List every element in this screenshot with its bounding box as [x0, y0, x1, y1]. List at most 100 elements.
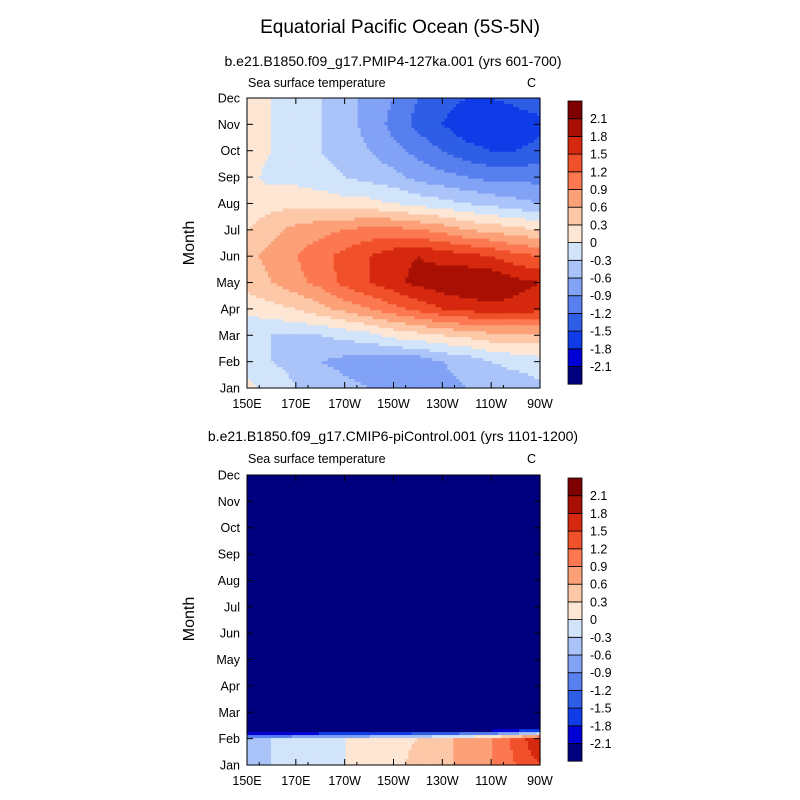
field-cell: [450, 145, 454, 150]
field-cell: [378, 202, 383, 207]
field-cell: [354, 98, 359, 102]
field-cell: [528, 103, 532, 108]
field-cell: [267, 124, 272, 129]
field-cell: [495, 175, 499, 180]
field-cell: [429, 127, 433, 132]
field-cell: [498, 229, 502, 234]
field-cell: [312, 103, 317, 108]
field-cell: [531, 181, 535, 186]
field-cell: [279, 214, 284, 219]
field-cell: [411, 220, 416, 225]
field-cell: [390, 217, 395, 222]
field-cell: [429, 244, 433, 249]
field-cell: [264, 178, 269, 183]
field-cell: [501, 229, 505, 234]
field-cell: [312, 154, 317, 159]
field-cell: [441, 178, 445, 183]
field-cell: [360, 148, 365, 153]
field-cell: [264, 229, 269, 234]
field-cell: [402, 130, 407, 135]
field-cell: [501, 166, 505, 171]
field-cell: [396, 202, 401, 207]
field-cell: [396, 148, 401, 153]
field-cell: [516, 157, 520, 162]
field-cell: [321, 130, 326, 135]
field-cell: [423, 229, 427, 234]
field-cell: [447, 184, 451, 189]
field-cell: [516, 103, 520, 108]
field-cell: [531, 154, 535, 159]
field-cell: [270, 142, 275, 147]
field-cell: [525, 166, 529, 171]
field-cell: [315, 163, 320, 168]
field-cell: [384, 166, 389, 171]
field-cell: [285, 115, 290, 120]
field-cell: [258, 124, 263, 129]
field-cell: [444, 217, 448, 222]
field-cell: [441, 175, 445, 180]
field-cell: [438, 127, 442, 132]
field-cell: [357, 178, 362, 183]
field-cell: [375, 181, 380, 186]
field-cell: [483, 139, 487, 144]
field-cell: [351, 205, 356, 210]
field-cell: [495, 214, 499, 219]
field-cell: [348, 211, 353, 216]
field-cell: [477, 214, 481, 219]
field-cell: [507, 169, 511, 174]
field-cell: [273, 103, 278, 108]
field-cell: [441, 166, 445, 171]
field-cell: [519, 127, 523, 132]
field-cell: [330, 148, 335, 153]
field-cell: [312, 109, 317, 114]
field-cell: [423, 169, 427, 174]
field-cell: [312, 163, 317, 168]
field-cell: [492, 217, 496, 222]
field-cell: [462, 211, 466, 216]
field-cell: [471, 151, 475, 156]
field-cell: [522, 139, 526, 144]
field-cell: [339, 205, 344, 210]
field-cell: [300, 181, 305, 186]
field-cell: [270, 100, 275, 105]
field-cell: [441, 232, 445, 237]
field-cell: [255, 145, 260, 150]
field-cell: [480, 181, 484, 186]
field-cell: [312, 136, 317, 141]
field-cell: [309, 226, 314, 231]
field-cell: [309, 112, 314, 117]
field-cell: [312, 181, 317, 186]
field-cell: [348, 133, 353, 138]
field-cell: [438, 238, 442, 243]
field-cell: [486, 109, 490, 114]
field-cell: [270, 127, 275, 132]
field-cell: [318, 169, 323, 174]
field-cell: [426, 214, 430, 219]
field-cell: [247, 247, 251, 252]
field-cell: [471, 106, 475, 111]
field-cell: [393, 121, 398, 126]
field-cell: [315, 235, 320, 240]
field-cell: [534, 98, 538, 102]
field-cell: [519, 214, 523, 219]
field-cell: [330, 196, 335, 201]
field-cell: [375, 112, 380, 117]
field-cell: [498, 238, 502, 243]
field-cell: [372, 100, 377, 105]
field-cell: [414, 154, 419, 159]
field-cell: [450, 241, 454, 246]
field-cell: [369, 199, 374, 204]
field-cell: [366, 172, 371, 177]
field-cell: [381, 178, 386, 183]
field-cell: [507, 109, 511, 114]
field-cell: [477, 187, 481, 192]
field-cell: [372, 211, 377, 216]
field-cell: [363, 232, 368, 237]
field-cell: [309, 202, 314, 207]
field-cell: [291, 124, 296, 129]
field-cell: [456, 106, 460, 111]
field-cell: [273, 199, 278, 204]
field-cell: [390, 235, 395, 240]
field-cell: [390, 118, 395, 123]
field-cell: [459, 163, 463, 168]
